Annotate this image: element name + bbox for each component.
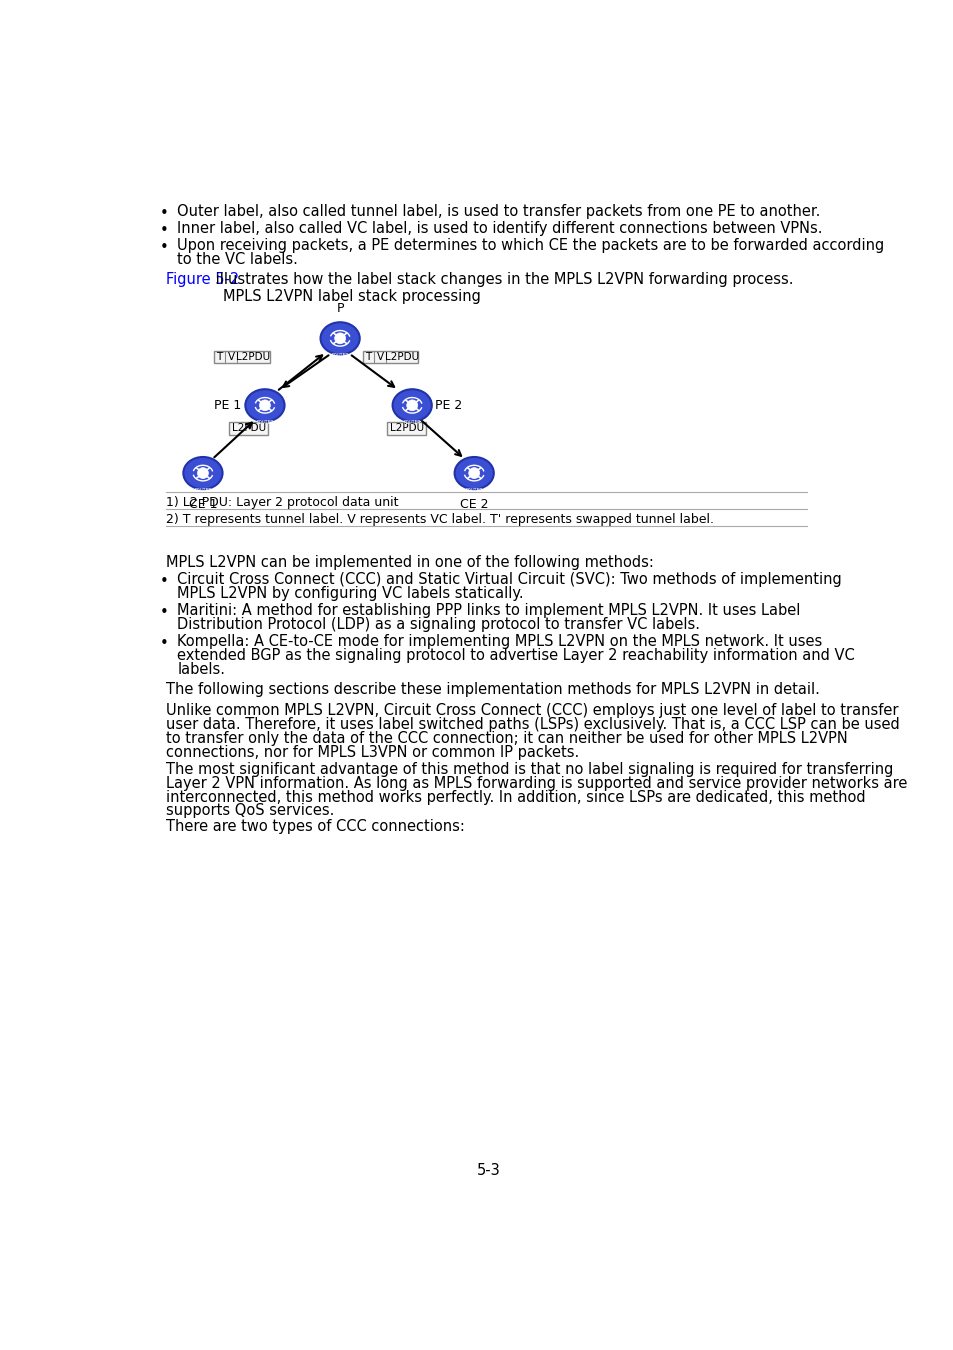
Text: ROUTER: ROUTER — [331, 354, 349, 358]
Text: PE 2: PE 2 — [435, 398, 462, 412]
Text: user data. Therefore, it uses label switched paths (LSPs) exclusively. That is, : user data. Therefore, it uses label swit… — [166, 717, 899, 732]
Ellipse shape — [393, 389, 432, 421]
Text: Figure 5-2: Figure 5-2 — [166, 273, 239, 288]
Text: Outer label, also called tunnel label, is used to transfer packets from one PE t: Outer label, also called tunnel label, i… — [177, 204, 820, 219]
Text: L2PDU: L2PDU — [390, 424, 423, 433]
Text: 1) L2 PDU: Layer 2 protocol data unit: 1) L2 PDU: Layer 2 protocol data unit — [166, 497, 397, 509]
Text: 2) T represents tunnel label. V represents VC label. T' represents swapped tunne: 2) T represents tunnel label. V represen… — [166, 513, 713, 526]
Circle shape — [259, 400, 270, 410]
Text: to the VC labels.: to the VC labels. — [177, 252, 298, 267]
Text: ROUTER: ROUTER — [465, 487, 482, 493]
Text: PE 1: PE 1 — [214, 398, 241, 412]
Text: to transfer only the data of the CCC connection; it can neither be used for othe: to transfer only the data of the CCC con… — [166, 732, 846, 747]
FancyBboxPatch shape — [362, 351, 418, 363]
Text: L2PDU: L2PDU — [236, 352, 270, 362]
Text: ROUTER: ROUTER — [403, 420, 420, 425]
Text: labels.: labels. — [177, 662, 225, 676]
Text: Upon receiving packets, a PE determines to which CE the packets are to be forwar: Upon receiving packets, a PE determines … — [177, 238, 883, 254]
Circle shape — [335, 333, 345, 344]
Text: CE 2: CE 2 — [459, 498, 488, 510]
Text: T: T — [216, 352, 222, 362]
Text: MPLS L2VPN by configuring VC labels statically.: MPLS L2VPN by configuring VC labels stat… — [177, 586, 523, 601]
Text: •: • — [160, 574, 169, 589]
Text: CE 1: CE 1 — [189, 498, 217, 510]
Text: V: V — [228, 352, 234, 362]
FancyBboxPatch shape — [213, 351, 270, 363]
Text: ROUTER: ROUTER — [194, 487, 212, 493]
Text: Kompella: A CE-to-CE mode for implementing MPLS L2VPN on the MPLS network. It us: Kompella: A CE-to-CE mode for implementi… — [177, 634, 821, 649]
Text: ROUTER: ROUTER — [256, 420, 274, 425]
Text: connections, nor for MPLS L3VPN or common IP packets.: connections, nor for MPLS L3VPN or commo… — [166, 745, 578, 760]
Text: Unlike common MPLS L2VPN, Circuit Cross Connect (CCC) employs just one level of : Unlike common MPLS L2VPN, Circuit Cross … — [166, 703, 898, 718]
Text: Circuit Cross Connect (CCC) and Static Virtual Circuit (SVC): Two methods of imp: Circuit Cross Connect (CCC) and Static V… — [177, 572, 841, 587]
Circle shape — [197, 467, 208, 478]
Text: •: • — [160, 605, 169, 620]
Circle shape — [468, 467, 479, 478]
FancyBboxPatch shape — [387, 423, 426, 435]
Ellipse shape — [245, 389, 284, 421]
Text: extended BGP as the signaling protocol to advertise Layer 2 reachability informa: extended BGP as the signaling protocol t… — [177, 648, 854, 663]
Text: 5-3: 5-3 — [476, 1164, 500, 1179]
Text: Maritini: A method for establishing PPP links to implement MPLS L2VPN. It uses L: Maritini: A method for establishing PPP … — [177, 603, 800, 618]
Circle shape — [406, 400, 417, 410]
Text: Distribution Protocol (LDP) as a signaling protocol to transfer VC labels.: Distribution Protocol (LDP) as a signali… — [177, 617, 700, 632]
Text: •: • — [160, 223, 169, 238]
Text: L2PDU: L2PDU — [232, 424, 266, 433]
Text: Inner label, also called VC label, is used to identify different connections bet: Inner label, also called VC label, is us… — [177, 221, 822, 236]
Text: The most significant advantage of this method is that no label signaling is requ: The most significant advantage of this m… — [166, 761, 892, 776]
Text: •: • — [160, 240, 169, 255]
FancyBboxPatch shape — [229, 423, 268, 435]
Text: T: T — [365, 352, 371, 362]
Text: •: • — [160, 207, 169, 221]
Text: V: V — [376, 352, 383, 362]
Text: supports QoS services.: supports QoS services. — [166, 803, 334, 818]
Text: MPLS L2VPN can be implemented in one of the following methods:: MPLS L2VPN can be implemented in one of … — [166, 555, 653, 571]
Text: interconnected, this method works perfectly. In addition, since LSPs are dedicat: interconnected, this method works perfec… — [166, 790, 864, 805]
Ellipse shape — [183, 458, 222, 489]
Text: MPLS L2VPN label stack processing: MPLS L2VPN label stack processing — [223, 289, 480, 304]
Ellipse shape — [320, 323, 359, 355]
Text: •: • — [160, 636, 169, 651]
Text: P: P — [336, 302, 343, 316]
Ellipse shape — [455, 458, 494, 489]
Text: The following sections describe these implementation methods for MPLS L2VPN in d: The following sections describe these im… — [166, 682, 819, 697]
Text: Layer 2 VPN information. As long as MPLS forwarding is supported and service pro: Layer 2 VPN information. As long as MPLS… — [166, 776, 906, 791]
Text: L2PDU: L2PDU — [385, 352, 418, 362]
Text: There are two types of CCC connections:: There are two types of CCC connections: — [166, 819, 464, 834]
Text: illustrates how the label stack changes in the MPLS L2VPN forwarding process.: illustrates how the label stack changes … — [211, 273, 792, 288]
